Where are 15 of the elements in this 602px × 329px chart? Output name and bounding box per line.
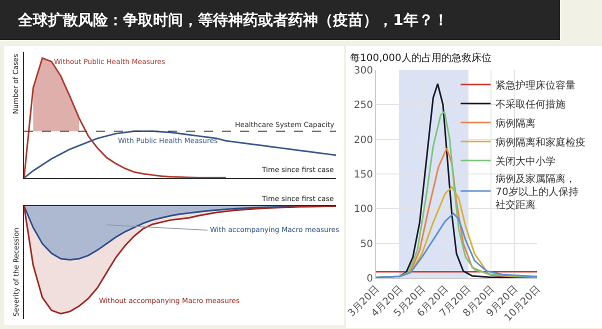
y-tick-label: 300 <box>354 66 373 76</box>
y-tick-label: 250 <box>354 100 373 112</box>
legend-label: 病例及家属隔离，70岁以上的人保持社交距离 <box>496 172 578 211</box>
y-tick-label: 100 <box>354 204 373 216</box>
y-tick-label: 0 <box>366 274 373 284</box>
y-axis-title: 每100,000人的占用的急救床位 <box>350 52 492 64</box>
legend-label: 关闭大中小学 <box>496 155 556 168</box>
legend-label: 不采取任何措施 <box>496 98 566 110</box>
legend-label: 病例隔离 <box>496 117 536 130</box>
y-tick-label: 50 <box>360 238 373 250</box>
y-tick-label: 200 <box>354 134 373 146</box>
legend-label: 病例隔离和家庭检疫 <box>496 136 586 148</box>
y-tick-label: 150 <box>354 170 373 180</box>
legend-label: 紧急护理床位容量 <box>496 79 576 92</box>
chart-title: 全球扩散风险：争取时间，等待神药或者药神（疫苗），1年？！ <box>0 0 560 40</box>
